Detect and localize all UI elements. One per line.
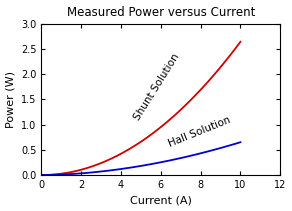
Text: Shunt Solution: Shunt Solution (133, 52, 182, 122)
Text: Hall Solution: Hall Solution (167, 115, 232, 149)
X-axis label: Current (A): Current (A) (130, 195, 192, 206)
Title: Measured Power versus Current: Measured Power versus Current (67, 5, 255, 19)
Y-axis label: Power (W): Power (W) (6, 71, 15, 128)
